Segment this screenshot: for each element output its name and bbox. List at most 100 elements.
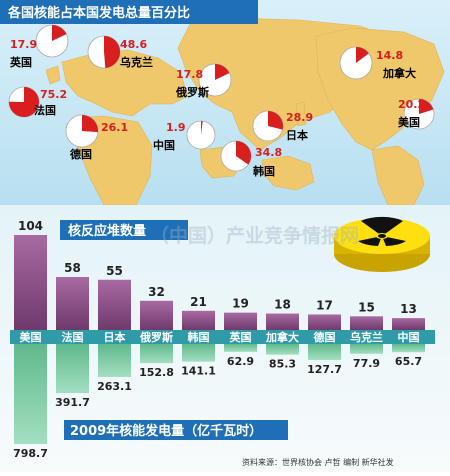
source-note: 资料来源：世界核协会 卢哲 编制 新华社发 xyxy=(242,457,394,467)
generation-value-label: 798.7 xyxy=(13,447,48,460)
pie-slice xyxy=(268,111,283,130)
pie-value-label: 1.9 xyxy=(166,121,186,134)
world-map xyxy=(45,17,445,206)
pie-加拿大: 14.8 加拿大 xyxy=(339,46,416,80)
pie-slice xyxy=(201,121,203,135)
pie-country-label: 俄罗斯 xyxy=(175,85,209,99)
country-tick-label: 乌克兰 xyxy=(350,330,383,344)
country-tick-label: 英国 xyxy=(229,330,252,344)
reactor-bar xyxy=(140,300,173,330)
reactor-bar xyxy=(182,310,215,330)
generation-title-bar xyxy=(64,420,288,440)
reactor-value-label: 58 xyxy=(64,261,81,275)
country-tick-label: 日本 xyxy=(104,330,126,344)
reactor-value-label: 104 xyxy=(18,219,43,233)
generation-value-label: 65.7 xyxy=(395,355,422,368)
generation-title: 2009年核能发电量（亿千瓦时） xyxy=(70,423,262,439)
reactor-title-bar xyxy=(60,220,188,240)
pie-country-label: 中国 xyxy=(153,138,175,152)
pie-英国: 17.9 英国 xyxy=(9,24,69,69)
pie-乌克兰: 48.6 乌克兰 xyxy=(87,35,153,69)
pie-value-label: 34.8 xyxy=(255,146,282,159)
pie-中国: 1.9 中国 xyxy=(153,120,216,152)
pie-slice xyxy=(8,87,39,117)
generation-value-label: 263.1 xyxy=(97,380,132,393)
generation-value-label: 141.1 xyxy=(181,365,216,378)
pie-slice xyxy=(82,115,98,133)
generation-bar xyxy=(14,344,47,444)
reactor-bar xyxy=(14,235,47,330)
pie-slice xyxy=(236,141,252,165)
pie-slice xyxy=(356,46,369,63)
country-tick-label: 德国 xyxy=(313,330,336,344)
reactor-bar xyxy=(392,318,425,330)
pie-country-label: 日本 xyxy=(286,128,308,142)
generation-bar xyxy=(392,344,425,353)
generation-bar xyxy=(350,344,383,354)
reactor-bar xyxy=(308,314,341,330)
pie-德国: 26.1 德国 xyxy=(65,114,128,161)
pie-slice xyxy=(52,25,67,41)
country-tick-label: 法国 xyxy=(62,330,84,344)
watermark: （中国）产业竞争情报网 xyxy=(150,224,359,247)
generation-bar xyxy=(266,344,299,355)
pie-country-label: 美国 xyxy=(398,115,420,129)
generation-bar xyxy=(98,344,131,377)
generation-bar xyxy=(182,344,215,362)
map-title-bar xyxy=(0,0,258,24)
pie-value-label: 20.2 xyxy=(398,98,425,111)
reactor-bar xyxy=(98,279,131,330)
generation-value-label: 62.9 xyxy=(227,355,254,368)
radiation-symbol-icon xyxy=(334,216,430,272)
pie-country-label: 德国 xyxy=(69,147,92,161)
reactor-bar xyxy=(224,312,257,330)
generation-bar xyxy=(140,344,173,364)
country-tick-label: 美国 xyxy=(20,330,42,344)
generation-value-label: 85.3 xyxy=(269,358,296,371)
country-label-strip xyxy=(10,330,435,344)
pie-日本: 28.9 日本 xyxy=(252,110,313,142)
pie-country-label: 法国 xyxy=(34,103,56,117)
reactor-value-label: 17 xyxy=(316,298,333,312)
generation-value-label: 152.8 xyxy=(139,366,174,379)
pie-value-label: 17.8 xyxy=(176,68,203,81)
pie-法国: 75.2 法国 xyxy=(8,86,67,118)
generation-bar xyxy=(224,344,257,352)
pie-value-label: 26.1 xyxy=(101,121,128,134)
pie-slice xyxy=(215,64,230,80)
pie-俄罗斯: 17.8 俄罗斯 xyxy=(175,63,232,99)
reactor-value-label: 32 xyxy=(148,285,165,299)
country-tick-label: 中国 xyxy=(398,330,420,344)
pie-slice xyxy=(419,99,434,114)
country-tick-label: 俄罗斯 xyxy=(139,330,173,344)
pie-美国: 20.2 美国 xyxy=(398,98,435,130)
reactor-value-label: 19 xyxy=(232,297,249,311)
pie-slice xyxy=(104,35,121,68)
generation-bar xyxy=(308,344,341,360)
pie-value-label: 28.9 xyxy=(286,111,313,124)
reactor-title: 核反应堆数量 xyxy=(68,223,146,239)
pie-value-label: 17.9 xyxy=(10,38,37,51)
pie-value-label: 14.8 xyxy=(376,49,403,62)
reactor-bar xyxy=(56,277,89,330)
pie-country-label: 韩国 xyxy=(253,164,275,178)
pie-group: 17.9 英国 48.6 乌克兰 75.2 法国 26.1 德国 17.8 俄罗斯 1.9 中国 28.… xyxy=(8,24,435,178)
reactor-bar xyxy=(350,316,383,330)
map-title: 各国核能占本国发电总量百分比 xyxy=(7,5,190,21)
reactor-value-label: 18 xyxy=(274,298,291,312)
reactor-value-label: 15 xyxy=(358,300,375,314)
reactor-value-label: 55 xyxy=(106,264,123,278)
country-tick-label: 加拿大 xyxy=(265,330,299,344)
bar-group: 104 美国 798.7 58 法国 391.7 55 日本 263.1 32 俄罗斯 152.8 21… xyxy=(13,219,425,460)
pie-value-label: 48.6 xyxy=(120,38,147,51)
country-tick-label: 韩国 xyxy=(188,330,210,344)
reactor-value-label: 21 xyxy=(190,295,207,309)
generation-bar xyxy=(56,344,89,394)
pie-country-label: 乌克兰 xyxy=(120,55,153,69)
reactor-value-label: 13 xyxy=(400,302,417,316)
pie-韩国: 34.8 韩国 xyxy=(220,140,282,178)
generation-value-label: 77.9 xyxy=(353,357,380,370)
reactor-bar xyxy=(266,313,299,330)
